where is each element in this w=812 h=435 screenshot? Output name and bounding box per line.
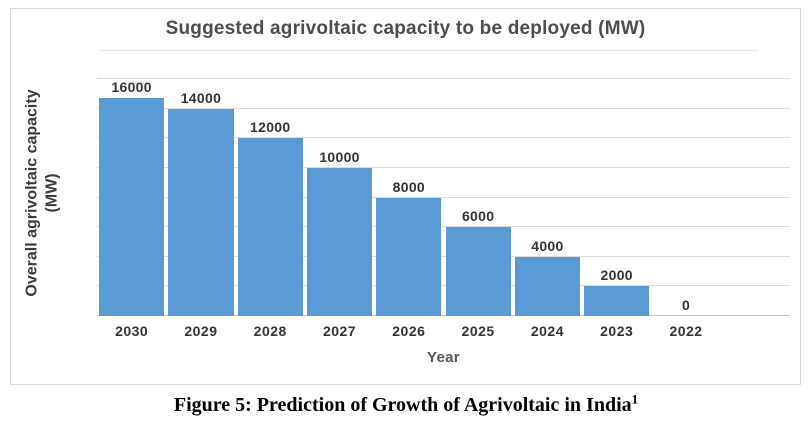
bar-column-2022: 0 — [651, 79, 720, 316]
bar-column-empty — [721, 79, 790, 316]
y-axis-title-line2: (MW) — [44, 173, 61, 213]
bar-value-label: 8000 — [392, 178, 426, 195]
gridline — [97, 226, 790, 228]
caption-text: Figure 5: Prediction of Growth of Agrivo… — [173, 394, 632, 416]
bar-value-label: 10000 — [319, 148, 360, 165]
x-tick-label-2023: 2023 — [600, 323, 634, 339]
x-tick-label-2027: 2027 — [322, 323, 357, 339]
bar-value-label: 6000 — [461, 208, 495, 225]
bar-value-label: 0 — [681, 297, 691, 313]
bar-2026 — [376, 197, 442, 316]
bar-2028 — [237, 138, 303, 316]
gridline — [97, 285, 790, 287]
x-tick-label-2030: 2030 — [115, 323, 149, 339]
caption-superscript: 1 — [631, 391, 639, 407]
bar-column-2027: 10000 — [305, 79, 374, 316]
bar-column-2025: 6000 — [443, 79, 512, 316]
x-axis-labels: 2030 2029 2028 2027 2026 2025 2024 2023 2022 — [97, 323, 790, 339]
bar-2023 — [584, 286, 650, 316]
gridline — [97, 107, 790, 109]
bar-column-2023: 2000 — [582, 79, 651, 316]
bar-2024 — [514, 256, 580, 316]
bar-value-label: 2000 — [600, 267, 633, 284]
x-tick-label-2026: 2026 — [392, 323, 426, 339]
x-tick-label-2028: 2028 — [253, 323, 287, 339]
chart-title: Suggested agrivoltaic capacity to be dep… — [165, 18, 646, 39]
gridline — [97, 137, 790, 139]
gridline — [97, 255, 790, 257]
x-tick-label-2029: 2029 — [184, 323, 218, 339]
gridline — [97, 196, 790, 198]
bar-2025 — [445, 227, 511, 316]
x-axis-title: Year — [427, 349, 460, 366]
bars-row: 16000 14000 12000 10000 8000 6000 4000 2000 0 — [97, 79, 790, 316]
y-axis-title-line1: Overall agrivoltaic capacity — [24, 89, 41, 297]
bar-value-label: 14000 — [180, 89, 222, 106]
bar-column-2026: 8000 — [374, 79, 443, 316]
gridline — [97, 166, 790, 168]
bar-value-label: 12000 — [250, 119, 291, 136]
y-axis-title: Overall agrivoltaic capacity (MW) — [13, 67, 73, 319]
gridline — [97, 78, 790, 79]
x-axis-line — [97, 315, 790, 316]
x-tick-label-2024: 2024 — [530, 323, 564, 339]
x-tick-label-2025: 2025 — [461, 323, 495, 339]
x-tick-empty — [721, 323, 790, 339]
bar-2027 — [306, 167, 373, 316]
bar-column-2029: 14000 — [166, 79, 235, 316]
plot-area: 16000 14000 12000 10000 8000 6000 4000 2000 0 — [97, 78, 790, 316]
bar-2029 — [168, 108, 234, 316]
bar-2030 — [99, 98, 165, 316]
bar-column-2030: 16000 — [97, 79, 166, 316]
chart-container: Suggested agrivoltaic capacity to be dep… — [10, 8, 801, 385]
bar-column-2028: 12000 — [236, 79, 305, 316]
x-tick-label-2022: 2022 — [669, 323, 703, 339]
title-underline — [99, 50, 758, 51]
figure-caption: Figure 5: Prediction of Growth of Agrivo… — [0, 391, 812, 417]
bar-value-label: 16000 — [111, 79, 152, 95]
bar-value-label: 4000 — [531, 237, 564, 254]
bar-column-2024: 4000 — [513, 79, 582, 316]
